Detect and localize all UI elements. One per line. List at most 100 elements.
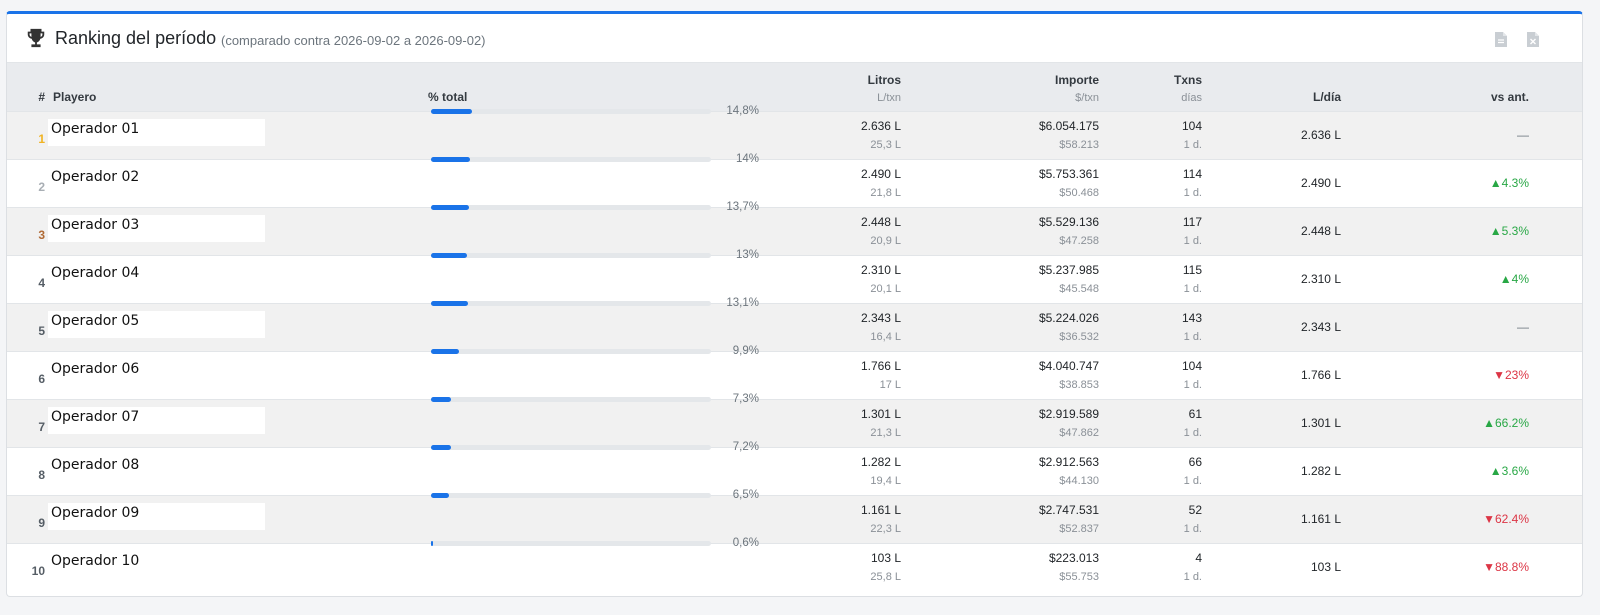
- litros-value: 1.301 L: [860, 407, 901, 421]
- importe-value: $6.054.175: [1038, 119, 1099, 133]
- rank-number: 4: [38, 276, 45, 290]
- table-row[interactable]: 9 Operador 09 6,5% 1.161 L 22,3 L $2.747.531 $…: [7, 489, 1582, 543]
- table-row[interactable]: 7 Operador 07 7,3% 1.301 L 21,3 L $2.919.589 $…: [7, 393, 1582, 447]
- rank-number: 9: [38, 516, 45, 530]
- txns-value: 114: [1182, 167, 1202, 181]
- litros-value: 2.490 L: [860, 167, 901, 181]
- litros-por-dia: 1.282 L: [1300, 464, 1341, 478]
- rank-number: 7: [38, 420, 45, 434]
- litros-por-dia: 1.766 L: [1300, 368, 1341, 382]
- col-litros: Litros L/txn: [867, 72, 901, 104]
- importe-value: $4.040.747: [1038, 359, 1099, 373]
- pct-bar-fill: [431, 396, 452, 402]
- vs-anterior-delta: —: [1517, 128, 1529, 142]
- importe-value: $2.747.531: [1038, 503, 1099, 517]
- table-row[interactable]: 2 Operador 02 14% 2.490 L 21,8 L $5.753.361 $5…: [7, 153, 1582, 207]
- litros-per-txn: 21,8 L: [870, 187, 901, 199]
- txns-value: 117: [1182, 215, 1202, 229]
- pct-cell: 14%: [428, 153, 777, 207]
- rank-number: 10: [31, 564, 45, 579]
- rank-number: 1: [38, 132, 45, 146]
- litros-por-dia: 1.301 L: [1300, 416, 1341, 430]
- pct-bar-fill: [431, 204, 470, 210]
- importe-per-txn: $58.213: [1059, 139, 1099, 151]
- pct-label: 0,6%: [732, 536, 759, 549]
- pct-label: 13,1%: [726, 296, 759, 309]
- pdf-export-icon[interactable]: [1495, 32, 1507, 47]
- importe-per-txn: $52.837: [1059, 523, 1099, 535]
- col-rank: #: [38, 89, 45, 104]
- table-row[interactable]: 4 Operador 04 13% 2.310 L 20,1 L $5.237.985 $4…: [7, 249, 1582, 303]
- col-txns: Txns días: [1173, 72, 1202, 104]
- dias-value: 1 d.: [1183, 139, 1202, 151]
- litros-value: 1.766 L: [860, 359, 901, 373]
- col-importe: Importe $/txn: [1054, 72, 1099, 104]
- litros-per-txn: 25,3 L: [870, 139, 901, 151]
- dias-value: 1 d.: [1183, 379, 1202, 391]
- playero-name[interactable]: Operador 09: [48, 502, 265, 530]
- importe-value: $5.529.136: [1038, 215, 1099, 229]
- importe-per-txn: $55.753: [1059, 571, 1099, 584]
- litros-per-txn: 20,9 L: [870, 235, 901, 247]
- col-ldia: L/día: [1312, 89, 1341, 104]
- importe-per-txn: $38.853: [1059, 379, 1099, 391]
- playero-name[interactable]: Operador 05: [48, 310, 265, 338]
- importe-per-txn: $36.532: [1059, 331, 1099, 343]
- pct-bar-fill: [431, 252, 468, 258]
- litros-per-txn: 20,1 L: [870, 283, 901, 295]
- litros-value: 2.636 L: [860, 119, 901, 133]
- playero-name[interactable]: Operador 06: [51, 360, 140, 377]
- importe-value: $5.753.361: [1038, 167, 1099, 181]
- litros-per-txn: 17 L: [879, 379, 901, 391]
- pct-bar-track: [431, 444, 711, 450]
- importe-per-txn: $47.862: [1059, 427, 1099, 439]
- txns-value: 104: [1181, 119, 1202, 133]
- playero-name[interactable]: Operador 08: [51, 456, 140, 473]
- pct-bar-track: [431, 348, 711, 354]
- table-row[interactable]: 6 Operador 06 9,9% 1.766 L 17 L $4.040.747 $38…: [7, 345, 1582, 399]
- vs-anterior-delta: ▲5.3%: [1489, 224, 1529, 238]
- col-playero: Playero: [53, 89, 97, 104]
- pct-bar-track: [431, 396, 711, 402]
- litros-por-dia: 2.490 L: [1300, 176, 1341, 190]
- txns-value: 104: [1181, 359, 1202, 373]
- table-row[interactable]: 10 Operador 10 0,6% 103 L 25,8 L $223.013 $55.…: [7, 537, 1582, 591]
- pct-label: 6,5%: [732, 488, 759, 501]
- pct-cell: 6,5%: [428, 489, 777, 543]
- playero-name[interactable]: Operador 04: [51, 264, 140, 281]
- playero-name[interactable]: Operador 10: [51, 552, 140, 569]
- pct-label: 14%: [735, 152, 759, 165]
- txns-value: 115: [1182, 263, 1202, 277]
- playero-name[interactable]: Operador 01: [48, 118, 265, 146]
- importe-per-txn: $47.258: [1059, 235, 1099, 247]
- pct-cell: 9,9%: [428, 345, 777, 399]
- table-row[interactable]: 3 Operador 03 13,7% 2.448 L 20,9 L $5.529.136…: [7, 201, 1582, 255]
- table-row[interactable]: 8 Operador 08 7,2% 1.282 L 19,4 L $2.912.563 $…: [7, 441, 1582, 495]
- pct-label: 7,3%: [732, 392, 759, 405]
- vs-anterior-delta: —: [1517, 320, 1529, 334]
- importe-value: $5.237.985: [1038, 263, 1099, 277]
- importe-per-txn: $44.130: [1059, 475, 1099, 487]
- pct-bar-track: [431, 492, 711, 498]
- rank-number: 8: [38, 468, 45, 482]
- litros-value: 103 L: [870, 551, 901, 566]
- litros-value: 1.161 L: [860, 503, 901, 517]
- table-row[interactable]: 1 Operador 01 14,8% 2.636 L 25,3 L $6.054.175…: [7, 105, 1582, 159]
- litros-por-dia: 1.161 L: [1300, 512, 1341, 526]
- vs-anterior-delta: ▼62.4%: [1483, 512, 1529, 526]
- vs-anterior-delta: ▲4.3%: [1489, 176, 1529, 190]
- litros-value: 2.448 L: [860, 215, 901, 229]
- pct-bar-track: [431, 108, 711, 114]
- litros-value: 2.310 L: [860, 263, 901, 277]
- importe-value: $2.912.563: [1038, 455, 1099, 469]
- importe-value: $2.919.589: [1038, 407, 1099, 421]
- rank-number: 6: [38, 372, 45, 386]
- litros-per-txn: 19,4 L: [870, 475, 901, 487]
- playero-name[interactable]: Operador 07: [48, 406, 265, 434]
- pct-bar-fill: [431, 300, 468, 306]
- playero-name[interactable]: Operador 03: [48, 214, 265, 242]
- pct-label: 7,2%: [732, 440, 759, 453]
- table-row[interactable]: 5 Operador 05 13,1% 2.343 L 16,4 L $5.224.026…: [7, 297, 1582, 351]
- excel-export-icon[interactable]: [1527, 32, 1539, 47]
- playero-name[interactable]: Operador 02: [51, 168, 140, 185]
